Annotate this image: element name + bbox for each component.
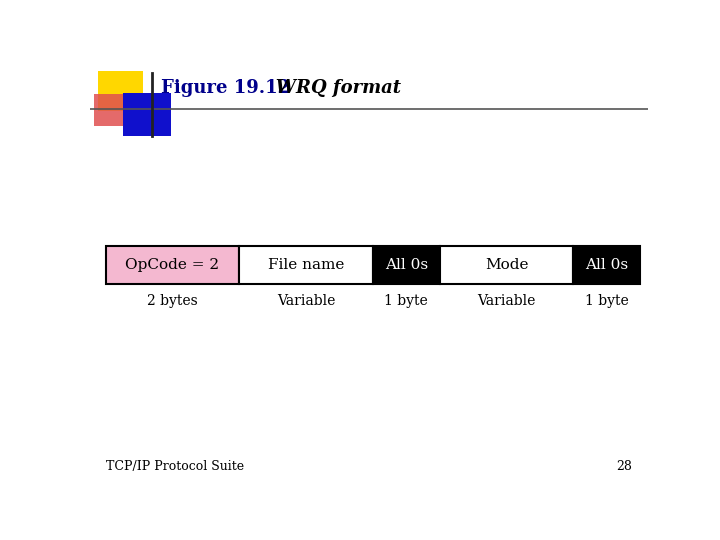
Text: 2 bytes: 2 bytes: [147, 294, 198, 308]
Bar: [106, 246, 239, 284]
Bar: [440, 246, 573, 284]
Text: File name: File name: [268, 258, 344, 272]
Text: 1 byte: 1 byte: [384, 294, 428, 308]
Text: All 0s: All 0s: [585, 258, 629, 272]
Text: 28: 28: [616, 460, 632, 473]
Text: All 0s: All 0s: [384, 258, 428, 272]
Bar: [373, 246, 440, 284]
Text: TCP/IP Protocol Suite: TCP/IP Protocol Suite: [106, 460, 243, 473]
Text: Variable: Variable: [277, 294, 336, 308]
Text: Mode: Mode: [485, 258, 528, 272]
Text: Figure 19.12: Figure 19.12: [161, 79, 290, 97]
Bar: [98, 71, 143, 111]
Text: OpCode = 2: OpCode = 2: [125, 258, 220, 272]
Bar: [573, 246, 640, 284]
Text: 1 byte: 1 byte: [585, 294, 629, 308]
Bar: [94, 94, 134, 126]
Bar: [122, 93, 171, 136]
Bar: [239, 246, 373, 284]
Text: Variable: Variable: [477, 294, 536, 308]
Text: WRQ format: WRQ format: [256, 79, 401, 97]
